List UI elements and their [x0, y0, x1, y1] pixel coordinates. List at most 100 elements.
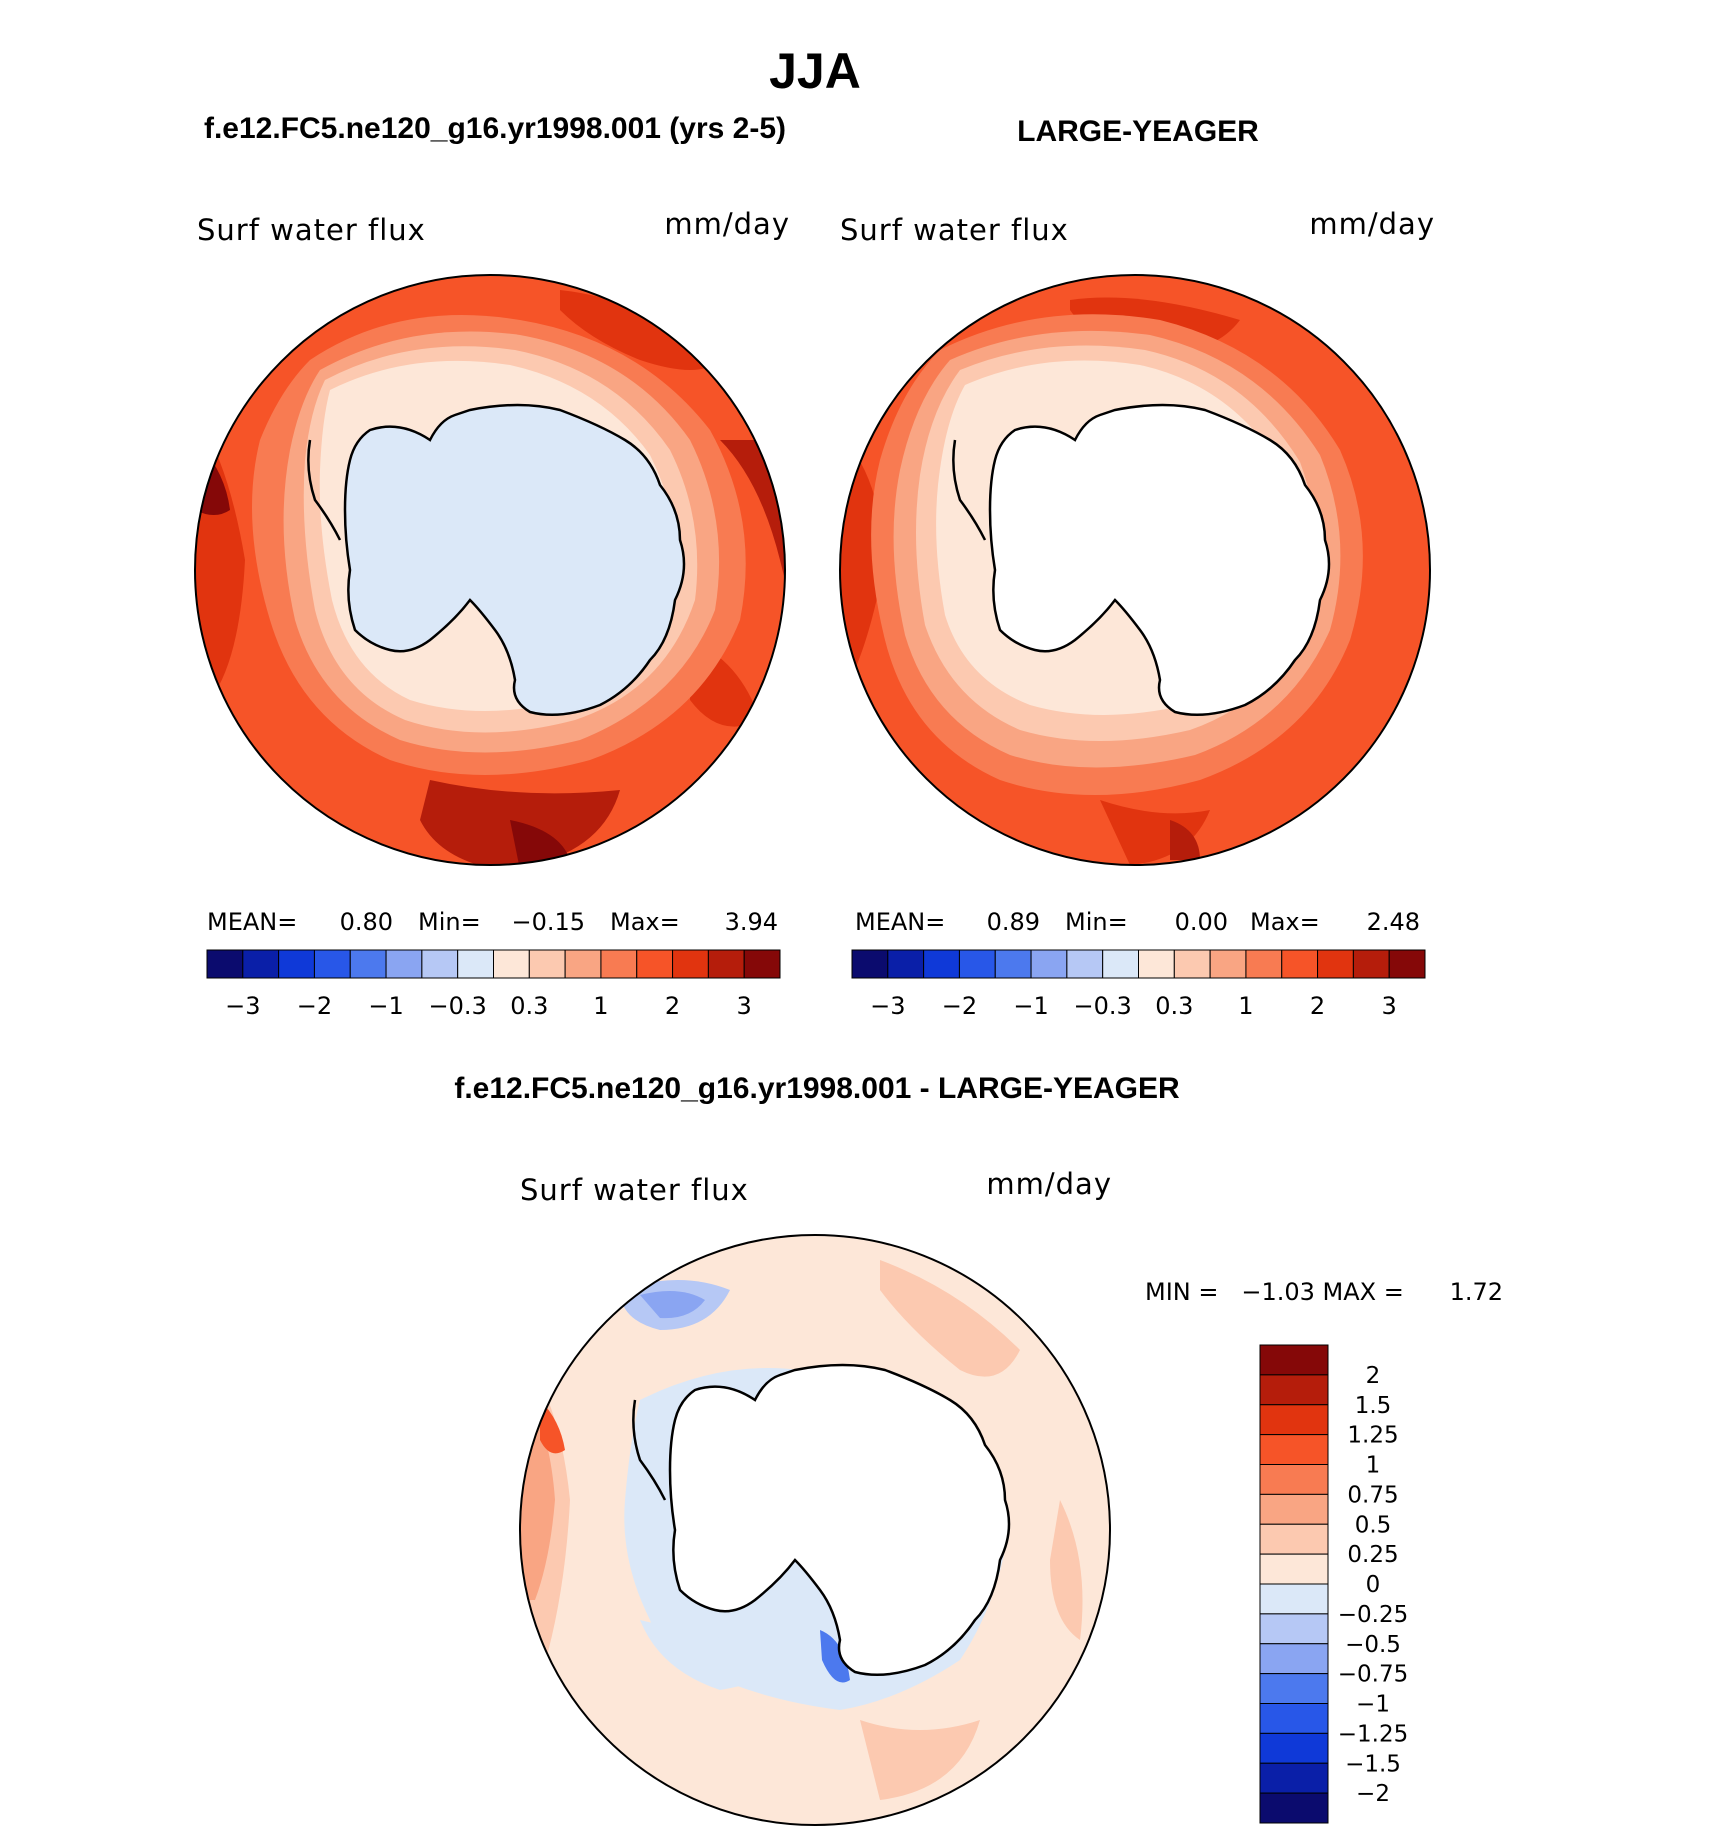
- diff-panel: Surf water flux mm/day MIN = −1.03 MAX =…: [519, 1167, 1503, 1826]
- diff-colorbar-swatch: [1259, 1553, 1329, 1585]
- diff-colorbar: 2 1.5 1.25 1 0.75 0.5 0.25 0 −0.25 −0.5 −0.75 −1 −1.…: [1259, 1344, 1408, 1824]
- right-colorbar-swatch: [1173, 949, 1211, 979]
- left-colorbar-swatch: [242, 949, 280, 979]
- diff-colorbar-swatch: [1259, 1732, 1329, 1764]
- diff-colorbar-swatch: [1259, 1344, 1329, 1376]
- right-colorbar-swatch: [887, 949, 925, 979]
- right-colorbar-tick-label: −3: [870, 992, 905, 1020]
- diff-colorbar-label: 0: [1366, 1572, 1381, 1598]
- diff-variable-label: Surf water flux: [520, 1173, 749, 1207]
- right-min-label: Min=: [1065, 908, 1128, 936]
- right-colorbar-tick-label: 1: [1238, 992, 1253, 1020]
- diff-colorbar-label: 0.25: [1347, 1542, 1398, 1568]
- left-colorbar-swatch: [528, 949, 566, 979]
- right-colorbar-tick-label: −0.3: [1074, 992, 1132, 1020]
- left-colorbar-swatch: [421, 949, 459, 979]
- diff-colorbar-label: −1.25: [1338, 1721, 1408, 1747]
- left-map-field: [195, 275, 785, 865]
- left-min-value: −0.15: [511, 908, 585, 936]
- left-colorbar-tick-label: 1: [593, 992, 608, 1020]
- diff-colorbar-swatch: [1259, 1643, 1329, 1675]
- left-colorbar: −3 −2 −1 −0.3 0.3 1 2 3: [206, 949, 781, 1020]
- right-map-field: [840, 275, 1430, 865]
- left-mean-label: MEAN=: [207, 908, 297, 936]
- right-colorbar-tick-label: 3: [1382, 992, 1397, 1020]
- diff-colorbar-label: 0.75: [1347, 1482, 1398, 1508]
- left-colorbar-tick-label: −3: [225, 992, 260, 1020]
- diff-colorbar-label: −0.25: [1338, 1602, 1408, 1628]
- diff-minmax-label: MIN = −1.03 MAX = 1.72: [1145, 1278, 1503, 1306]
- right-colorbar-swatch: [1209, 949, 1247, 979]
- left-colorbar-tick-label: −2: [297, 992, 332, 1020]
- diff-colorbar-label: −1: [1356, 1692, 1390, 1718]
- left-panel: Surf water flux mm/day MEAN= 0.80: [194, 207, 790, 1020]
- right-colorbar-tick-label: 0.3: [1155, 992, 1193, 1020]
- left-units-label: mm/day: [664, 207, 790, 241]
- right-colorbar-swatch: [1030, 949, 1068, 979]
- right-panel: Surf water flux mm/day MEAN= 0.89 Min= 0…: [839, 207, 1435, 1020]
- right-colorbar: −3 −2 −1 −0.3 0.3 1 2 3: [851, 949, 1426, 1020]
- left-colorbar-swatch: [206, 949, 244, 979]
- right-variable-label: Surf water flux: [840, 213, 1069, 247]
- left-mean-value: 0.80: [340, 908, 393, 936]
- right-colorbar-swatch: [1245, 949, 1283, 979]
- diff-colorbar-label: 0.5: [1355, 1512, 1392, 1538]
- left-map-boundary: [194, 274, 786, 866]
- left-colorbar-swatch: [385, 949, 423, 979]
- right-max-value: 2.48: [1367, 908, 1420, 936]
- diff-colorbar-label: −1.5: [1345, 1751, 1401, 1777]
- diff-panel-title: f.e12.FC5.ne120_g16.yr1998.001 - LARGE-Y…: [454, 1072, 1180, 1105]
- diff-colorbar-label: 1.5: [1355, 1393, 1392, 1419]
- left-min-label: Min=: [418, 908, 481, 936]
- left-max-label: Max=: [610, 908, 680, 936]
- right-colorbar-swatch: [923, 949, 960, 979]
- left-colorbar-swatch: [636, 949, 674, 979]
- diff-colorbar-swatch: [1259, 1493, 1329, 1525]
- left-colorbar-swatch: [743, 949, 781, 979]
- diff-colorbar-swatch: [1259, 1434, 1329, 1465]
- diff-colorbar-swatch: [1259, 1673, 1329, 1704]
- left-colorbar-tick-label: 0.3: [510, 992, 548, 1020]
- left-colorbar-tick-label: −0.3: [429, 992, 487, 1020]
- right-colorbar-swatch: [1281, 949, 1319, 979]
- diff-colorbar-swatch: [1259, 1374, 1329, 1406]
- left-colorbar-swatch: [707, 949, 745, 979]
- right-colorbar-tick-label: −1: [1013, 992, 1048, 1020]
- right-min-value: 0.00: [1175, 908, 1228, 936]
- left-colorbar-tick-label: 3: [737, 992, 752, 1020]
- left-colorbar-swatch: [457, 949, 494, 979]
- left-max-value: 3.94: [725, 908, 778, 936]
- right-map-boundary: [839, 274, 1431, 866]
- right-colorbar-swatch: [1352, 949, 1390, 979]
- left-colorbar-swatch: [493, 949, 530, 979]
- right-mean-value: 0.89: [987, 908, 1040, 936]
- left-colorbar-swatch: [564, 949, 602, 979]
- left-colorbar-swatch: [278, 949, 315, 979]
- right-panel-title: LARGE-YEAGER: [1017, 115, 1259, 148]
- right-mean-label: MEAN=: [855, 908, 945, 936]
- right-colorbar-tick-label: −2: [942, 992, 977, 1020]
- left-colorbar-swatch: [672, 949, 709, 979]
- right-colorbar-swatch: [994, 949, 1032, 979]
- right-colorbar-swatch: [1138, 949, 1175, 979]
- right-colorbar-swatch: [958, 949, 996, 979]
- diff-colorbar-label: −2: [1356, 1781, 1390, 1807]
- diff-map-field: [520, 1235, 1110, 1825]
- figure-title: JJA: [769, 43, 861, 99]
- diff-units-label: mm/day: [986, 1167, 1112, 1201]
- diff-colorbar-label: 2: [1366, 1363, 1381, 1389]
- diff-colorbar-swatch: [1259, 1703, 1329, 1734]
- right-max-label: Max=: [1250, 908, 1320, 936]
- right-units-label: mm/day: [1309, 207, 1435, 241]
- right-colorbar-swatch: [1066, 949, 1104, 979]
- right-colorbar-swatch: [1388, 949, 1426, 979]
- diff-colorbar-swatch: [1259, 1523, 1329, 1555]
- left-colorbar-swatch: [600, 949, 638, 979]
- diff-colorbar-label: −0.75: [1338, 1662, 1408, 1688]
- diff-colorbar-swatch: [1259, 1583, 1329, 1615]
- diff-colorbar-label: 1.25: [1347, 1423, 1398, 1449]
- right-colorbar-swatch: [1102, 949, 1139, 979]
- diff-colorbar-swatch: [1259, 1792, 1329, 1824]
- right-colorbar-tick-label: 2: [1310, 992, 1325, 1020]
